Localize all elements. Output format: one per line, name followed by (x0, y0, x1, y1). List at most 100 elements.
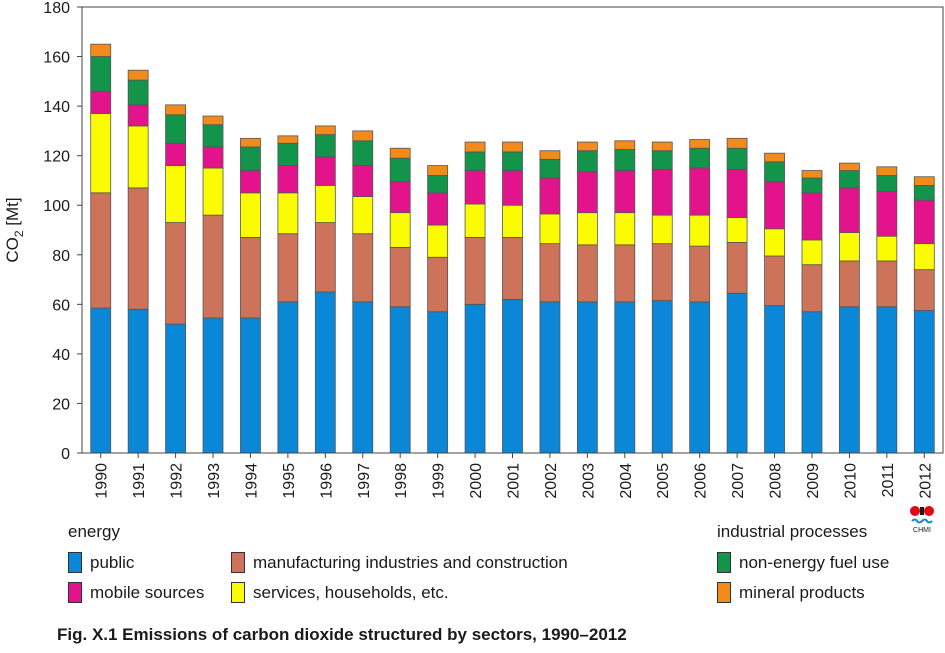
bar-segment-services-households-etc--2011 (876, 235, 898, 262)
bar-segment-public-1994 (240, 317, 261, 454)
bar-segment-public-1990 (90, 307, 112, 454)
bar-segment-mobile-sources-1993 (202, 146, 224, 169)
bar-segment-manufacturing-industries-and-construction-1995 (277, 233, 299, 303)
bar-segment-public-1998 (389, 306, 411, 454)
bar-segment-manufacturing-industries-and-construction-1993 (202, 214, 224, 319)
y-tick-label: 60 (52, 297, 70, 314)
bar-segment-manufacturing-industries-and-construction-1997 (352, 233, 374, 303)
bar-segment-non-energy-fuel-use-1997 (352, 140, 374, 166)
chmi-logo (910, 506, 934, 524)
bar-segment-services-households-etc--1994 (240, 192, 261, 238)
legend-item-non-energy: non-energy fuel use (717, 552, 889, 573)
bar-segment-non-energy-fuel-use-2011 (876, 175, 898, 192)
bar-segment-mobile-sources-2007 (726, 168, 748, 219)
bar-segment-services-households-etc--1995 (277, 192, 299, 235)
bar-segment-non-energy-fuel-use-2008 (764, 161, 785, 183)
bar-segment-mineral-products-1997 (352, 130, 374, 142)
y-axis-title-main: CO (3, 237, 22, 263)
bar-segment-non-energy-fuel-use-1998 (389, 157, 411, 183)
bar-segment-non-energy-fuel-use-1991 (127, 79, 149, 106)
x-tick-label: 2011 (880, 463, 897, 498)
bar-segment-manufacturing-industries-and-construction-2010 (839, 260, 860, 308)
bar-segment-public-2002 (539, 301, 561, 454)
x-axis-ticks: 1990 1991 1992 1993 1994 1995 1996 1997 1998 1999… (94, 453, 934, 499)
bar-segment-mineral-products-2006 (689, 139, 711, 149)
y-tick-label: 140 (43, 99, 70, 116)
bar-segment-non-energy-fuel-use-1990 (90, 56, 112, 92)
bar-segment-public-2009 (801, 311, 823, 454)
bar-segment-public-2007 (726, 292, 748, 454)
x-tick-label: 2005 (655, 463, 672, 499)
legend-label-mineral: mineral products (739, 582, 865, 602)
bar-segment-services-households-etc--1993 (202, 167, 224, 216)
bar-segment-manufacturing-industries-and-construction-2003 (576, 244, 598, 303)
bar-segment-manufacturing-industries-and-construction-2002 (539, 243, 561, 303)
y-axis-title: CO2 [Mt] (3, 197, 26, 262)
legend-swatch-mobile (68, 582, 82, 603)
bar-segment-mobile-sources-2010 (839, 187, 860, 233)
bar-segment-services-households-etc--1998 (389, 212, 411, 248)
bar-segment-mineral-products-1996 (314, 125, 336, 136)
bar-segment-services-households-etc--2007 (726, 217, 748, 243)
y-tick-label: 80 (52, 248, 70, 265)
bar-segment-mineral-products-1993 (202, 115, 224, 126)
bar-segment-public-1996 (314, 291, 336, 454)
bar-segment-services-households-etc--1996 (314, 184, 336, 223)
bar-segment-manufacturing-industries-and-construction-2001 (502, 237, 523, 300)
x-tick-label: 2007 (730, 463, 747, 499)
bar-segment-mobile-sources-2004 (614, 170, 636, 214)
legend-swatch-non-energy (717, 552, 731, 573)
bar-segment-manufacturing-industries-and-construction-2012 (913, 269, 935, 311)
bar-segment-public-2006 (689, 301, 711, 454)
bar-segment-public-2008 (764, 305, 785, 454)
bar-segment-services-households-etc--2010 (839, 232, 860, 262)
bar-segment-services-households-etc--2002 (539, 213, 561, 245)
bar-segment-public-2003 (576, 301, 598, 454)
bar-segment-mineral-products-2003 (576, 141, 598, 152)
bar-segment-services-households-etc--2005 (651, 214, 673, 245)
bar-segment-services-households-etc--2003 (576, 212, 598, 246)
y-axis-title-unit: [Mt] (3, 197, 22, 230)
x-tick-label: 1997 (356, 463, 373, 499)
bar-segment-manufacturing-industries-and-construction-2011 (876, 260, 898, 308)
legend-label-public: public (90, 552, 135, 572)
y-tick-label: 120 (43, 149, 70, 166)
legend-swatch-services (231, 582, 245, 603)
legend-energy-title: energy (68, 522, 120, 541)
legend-item-public: public (68, 552, 134, 573)
bar-segment-services-households-etc--2008 (764, 228, 785, 257)
bar-segment-mobile-sources-2008 (764, 181, 785, 230)
bar-segment-services-households-etc--2009 (801, 239, 823, 266)
bar-segment-services-households-etc--2006 (689, 214, 711, 247)
bar-segment-manufacturing-industries-and-construction-2000 (464, 237, 486, 305)
bar-segment-mineral-products-1995 (277, 135, 299, 144)
bar-segment-non-energy-fuel-use-1993 (202, 124, 224, 148)
bar-segment-public-2001 (502, 298, 523, 454)
bar-segment-mobile-sources-1994 (240, 170, 261, 194)
bar-segment-non-energy-fuel-use-2005 (651, 150, 673, 170)
bar-segment-services-households-etc--2001 (502, 204, 523, 238)
bar-segment-mobile-sources-2000 (464, 170, 486, 205)
bar-segment-mobile-sources-1996 (314, 156, 336, 186)
bar-segment-non-energy-fuel-use-1996 (314, 134, 336, 158)
y-tick-label: 20 (52, 396, 70, 413)
x-tick-label: 2001 (506, 463, 523, 499)
bar-segment-mineral-products-1998 (389, 147, 411, 159)
x-tick-label: 1992 (169, 463, 186, 499)
x-tick-label: 2000 (468, 463, 485, 499)
x-tick-label: 2006 (693, 463, 710, 499)
bar-segment-non-energy-fuel-use-1995 (277, 142, 299, 166)
bar-segment-manufacturing-industries-and-construction-1994 (240, 237, 261, 319)
y-tick-label: 160 (43, 50, 70, 67)
bar-segment-public-1997 (352, 301, 374, 454)
y-axis-title-subscript: 2 (12, 230, 26, 237)
bar-segment-non-energy-fuel-use-2002 (539, 158, 561, 179)
x-tick-label: 2010 (842, 463, 859, 499)
legend-label-mobile: mobile sources (90, 582, 205, 602)
logo-text: CHMI (913, 527, 931, 534)
bar-segment-mineral-products-2001 (502, 141, 523, 153)
bar-segment-non-energy-fuel-use-2012 (913, 184, 935, 201)
bar-segment-public-1991 (127, 308, 149, 454)
bar-segment-non-energy-fuel-use-2010 (839, 170, 860, 189)
